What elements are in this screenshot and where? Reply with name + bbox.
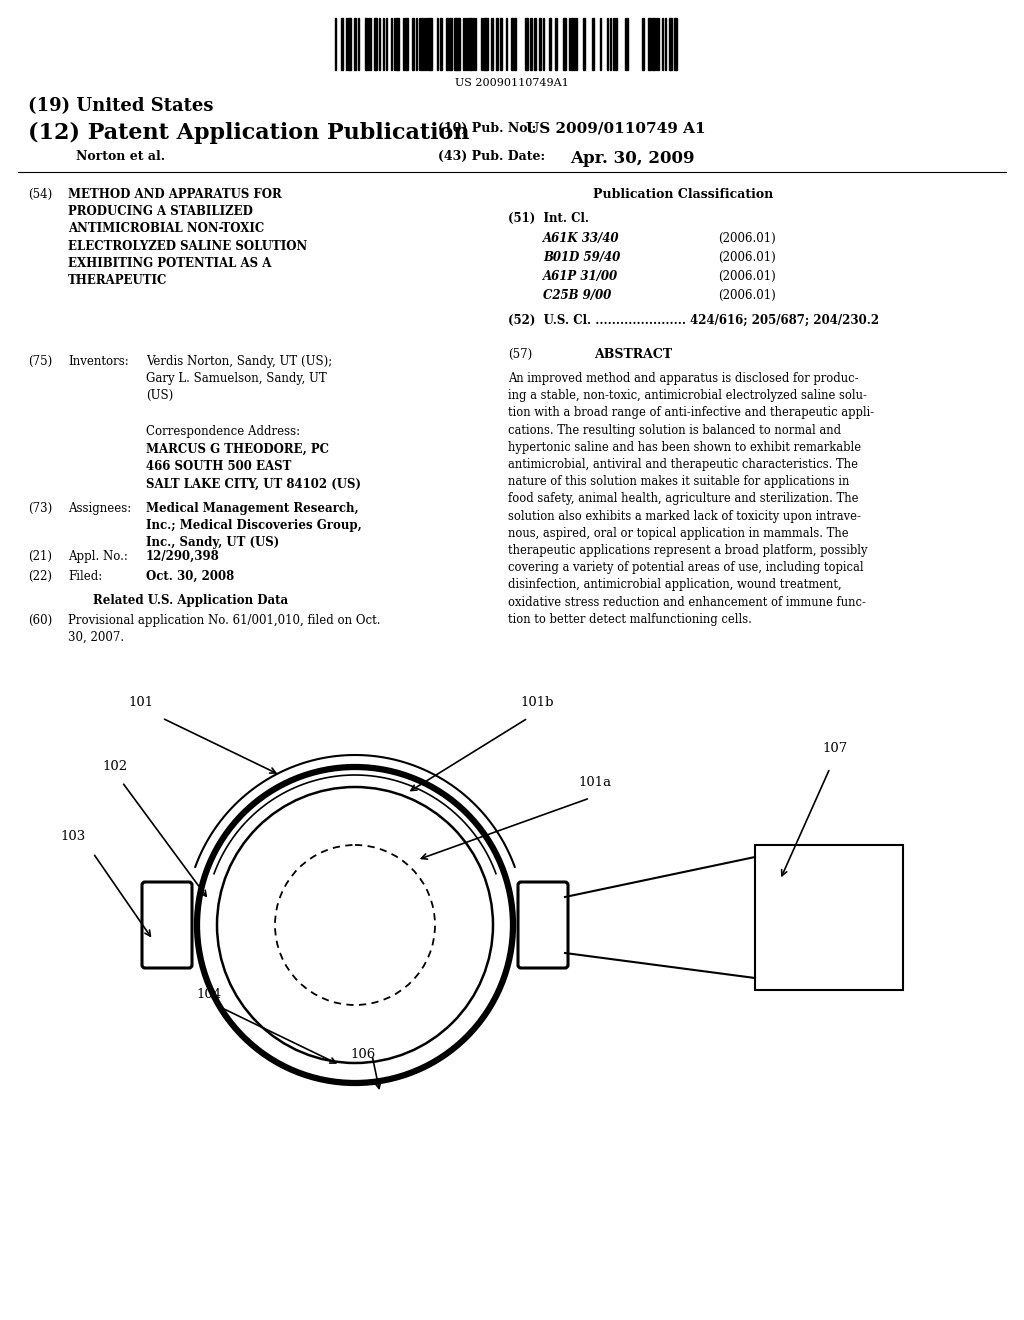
Text: 103: 103 xyxy=(60,830,85,843)
Text: An improved method and apparatus is disclosed for produc-
ing a stable, non-toxi: An improved method and apparatus is disc… xyxy=(508,372,874,626)
Bar xyxy=(571,18,573,70)
Text: (19) United States: (19) United States xyxy=(28,96,213,115)
Text: Verdis Norton, Sandy, UT (US);
Gary L. Samuelson, Sandy, UT
(US): Verdis Norton, Sandy, UT (US); Gary L. S… xyxy=(146,355,332,403)
Bar xyxy=(406,18,408,70)
Bar xyxy=(534,18,536,70)
Text: Appl. No.:: Appl. No.: xyxy=(68,550,128,564)
Text: (2006.01): (2006.01) xyxy=(718,289,776,302)
Text: 101: 101 xyxy=(128,696,154,709)
Text: US 2009/0110749 A1: US 2009/0110749 A1 xyxy=(526,121,706,136)
Text: (73): (73) xyxy=(28,502,52,515)
Text: A61P 31/00: A61P 31/00 xyxy=(543,271,618,282)
Bar xyxy=(615,18,617,70)
Text: (22): (22) xyxy=(28,570,52,583)
Text: 101b: 101b xyxy=(520,696,554,709)
Text: Assignees:: Assignees: xyxy=(68,502,131,515)
Text: (10) Pub. No.:: (10) Pub. No.: xyxy=(438,121,537,135)
Bar xyxy=(500,18,502,70)
Bar xyxy=(511,18,513,70)
Bar xyxy=(421,18,423,70)
Bar xyxy=(539,18,541,70)
Bar xyxy=(349,18,351,70)
Bar xyxy=(490,18,493,70)
Bar xyxy=(470,18,472,70)
Bar xyxy=(429,18,432,70)
Text: (21): (21) xyxy=(28,550,52,564)
Bar xyxy=(454,18,456,70)
Text: Provisional application No. 61/001,010, filed on Oct.
30, 2007.: Provisional application No. 61/001,010, … xyxy=(68,614,381,644)
Text: 107: 107 xyxy=(822,742,847,755)
Bar xyxy=(674,18,677,70)
Text: (2006.01): (2006.01) xyxy=(718,271,776,282)
Text: ABSTRACT: ABSTRACT xyxy=(594,348,672,360)
Bar xyxy=(648,18,651,70)
Bar xyxy=(412,18,414,70)
Bar xyxy=(755,845,903,990)
Bar xyxy=(652,18,655,70)
Bar xyxy=(530,18,532,70)
Bar xyxy=(397,18,399,70)
Text: (2006.01): (2006.01) xyxy=(718,251,776,264)
Bar xyxy=(375,18,377,70)
Text: B01D 59/40: B01D 59/40 xyxy=(543,251,621,264)
Text: METHOD AND APPARATUS FOR
PRODUCING A STABILIZED
ANTIMICROBIAL NON-TOXIC
ELECTROL: METHOD AND APPARATUS FOR PRODUCING A STA… xyxy=(68,187,307,286)
Text: 106: 106 xyxy=(350,1048,375,1061)
Text: (43) Pub. Date:: (43) Pub. Date: xyxy=(438,150,545,162)
Text: (75): (75) xyxy=(28,355,52,368)
Text: 102: 102 xyxy=(102,760,127,774)
Bar xyxy=(486,18,488,70)
Text: 101a: 101a xyxy=(578,776,611,789)
Bar xyxy=(555,18,557,70)
Bar xyxy=(525,18,527,70)
Bar xyxy=(449,18,452,70)
Text: Oct. 30, 2008: Oct. 30, 2008 xyxy=(146,570,234,583)
Text: (51)  Int. Cl.: (51) Int. Cl. xyxy=(508,213,589,224)
Text: (60): (60) xyxy=(28,614,52,627)
Bar xyxy=(583,18,585,70)
Text: 12/290,398: 12/290,398 xyxy=(146,550,220,564)
Bar xyxy=(563,18,566,70)
Bar xyxy=(446,18,449,70)
FancyBboxPatch shape xyxy=(142,882,193,968)
Text: 104: 104 xyxy=(196,987,221,1001)
Text: (12) Patent Application Publication: (12) Patent Application Publication xyxy=(28,121,469,144)
Text: (54): (54) xyxy=(28,187,52,201)
FancyBboxPatch shape xyxy=(518,882,568,968)
Bar xyxy=(457,18,460,70)
Text: US 20090110749A1: US 20090110749A1 xyxy=(455,78,569,88)
Text: Apr. 30, 2009: Apr. 30, 2009 xyxy=(570,150,694,168)
Bar xyxy=(354,18,356,70)
Text: (52)  U.S. Cl. ...................... 424/616; 205/687; 204/230.2: (52) U.S. Cl. ...................... 424… xyxy=(508,314,880,327)
Bar xyxy=(496,18,498,70)
Text: (57): (57) xyxy=(508,348,532,360)
Bar xyxy=(341,18,343,70)
Bar xyxy=(483,18,486,70)
Text: (2006.01): (2006.01) xyxy=(718,232,776,246)
Text: Medical Management Research,
Inc.; Medical Discoveries Group,
Inc., Sandy, UT (U: Medical Management Research, Inc.; Medic… xyxy=(146,502,361,549)
Text: A61K 33/40: A61K 33/40 xyxy=(543,232,620,246)
Text: C25B 9/00: C25B 9/00 xyxy=(543,289,611,302)
Text: Correspondence Address:: Correspondence Address: xyxy=(146,425,300,438)
Text: Norton et al.: Norton et al. xyxy=(76,150,165,162)
Bar xyxy=(642,18,644,70)
Text: Filed:: Filed: xyxy=(68,570,102,583)
Text: MARCUS G THEODORE, PC
466 SOUTH 500 EAST
SALT LAKE CITY, UT 84102 (US): MARCUS G THEODORE, PC 466 SOUTH 500 EAST… xyxy=(146,444,361,491)
Text: Related U.S. Application Data: Related U.S. Application Data xyxy=(93,594,288,607)
Text: Inventors:: Inventors: xyxy=(68,355,129,368)
Text: Publication Classification: Publication Classification xyxy=(593,187,773,201)
Bar xyxy=(592,18,594,70)
